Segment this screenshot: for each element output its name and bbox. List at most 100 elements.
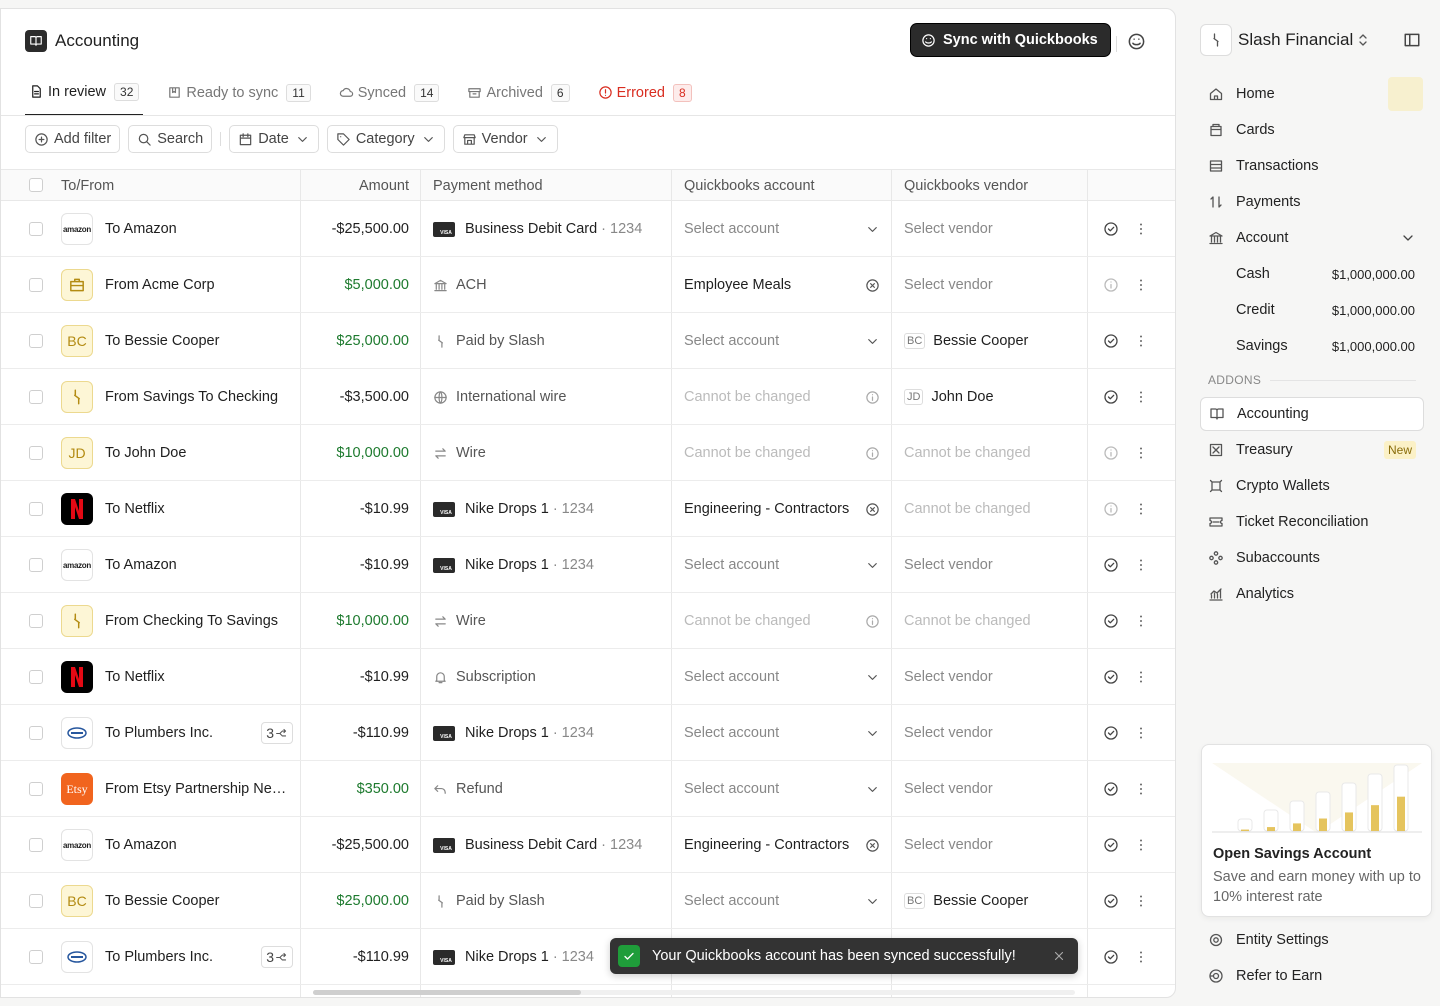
icon — [1103, 445, 1119, 461]
account-select[interactable]: Engineering - Contractors — [684, 481, 880, 537]
filter-button[interactable]: Date — [229, 125, 319, 153]
icon — [275, 951, 288, 964]
payment-method: Nike Drops 1 — [465, 725, 549, 741]
checkbox[interactable] — [29, 614, 43, 628]
nav-item[interactable]: Cards — [1200, 113, 1424, 147]
account-select[interactable]: Select account — [684, 705, 880, 761]
icon[interactable] — [1133, 949, 1149, 965]
amount-cell: -$10.99 — [301, 537, 409, 593]
filter-button[interactable]: Vendor — [452, 125, 558, 153]
vendor-select[interactable]: BC Bessie Cooper — [904, 313, 1087, 369]
vendor-select[interactable]: Select vendor — [904, 201, 1087, 257]
icon[interactable] — [1133, 557, 1149, 573]
icon[interactable] — [1133, 333, 1149, 349]
icon — [865, 446, 880, 461]
avatar — [61, 661, 93, 693]
checkbox[interactable] — [29, 502, 43, 516]
checkbox[interactable] — [29, 278, 43, 292]
amount: -$110.99 — [352, 949, 409, 965]
icon[interactable] — [1133, 221, 1149, 237]
account-select[interactable]: Select account — [684, 873, 880, 929]
icon[interactable] — [1133, 501, 1149, 517]
checkbox[interactable] — [29, 390, 43, 404]
nav-item[interactable]: Treasury New — [1200, 433, 1424, 467]
account-select[interactable]: Select account — [684, 201, 880, 257]
vendor-select[interactable]: Select vendor — [904, 649, 1087, 705]
checkbox[interactable] — [29, 670, 43, 684]
checkbox[interactable] — [29, 894, 43, 908]
account-select[interactable]: Engineering - Contractors — [684, 817, 880, 873]
nav-item[interactable]: Analytics — [1200, 577, 1424, 611]
checkbox[interactable] — [29, 950, 43, 964]
vendor-value: Select vendor — [904, 725, 993, 741]
icon[interactable] — [1133, 389, 1149, 405]
nav-item[interactable]: Transactions — [1200, 149, 1424, 183]
icon[interactable] — [1133, 837, 1149, 853]
icon[interactable] — [1133, 669, 1149, 685]
account-select[interactable]: Select account — [684, 649, 880, 705]
section-label: ADDONS — [1208, 373, 1262, 387]
nav-item[interactable]: Refer to Earn — [1200, 959, 1424, 993]
icon[interactable] — [1133, 277, 1149, 293]
nav-item[interactable]: Account — [1200, 221, 1424, 255]
tab[interactable]: Synced 14 — [335, 69, 444, 116]
vendor-select[interactable]: JD John Doe — [904, 369, 1087, 425]
vendor-select[interactable]: BC Bessie Cooper — [904, 873, 1087, 929]
account-select[interactable]: Employee Meals — [684, 257, 880, 313]
account-select[interactable]: Select account — [684, 761, 880, 817]
filter-button[interactable]: Search — [128, 125, 213, 153]
vendor-select[interactable]: Select vendor — [904, 761, 1087, 817]
nav-item[interactable]: Ticket Reconciliation — [1200, 505, 1424, 539]
vendor-value: Select vendor — [904, 669, 993, 685]
nav-item[interactable]: Accounting — [1200, 397, 1424, 431]
icon — [1208, 86, 1224, 102]
checkbox[interactable] — [29, 838, 43, 852]
promo-card[interactable]: Open Savings Account Save and earn money … — [1201, 744, 1432, 917]
nav-item[interactable]: Home — [1200, 77, 1424, 111]
checkbox[interactable] — [29, 558, 43, 572]
filter-button[interactable]: Add filter — [25, 125, 121, 153]
tab[interactable]: In review 32 — [25, 69, 144, 116]
filter-button[interactable]: Category — [326, 125, 445, 153]
vendor-select[interactable]: Select vendor — [904, 705, 1087, 761]
checkbox[interactable] — [29, 446, 43, 460]
vendor-select: Cannot be changed — [904, 593, 1087, 649]
to-from-cell: From Checking To Savings — [61, 593, 293, 649]
icon — [167, 85, 182, 100]
vendor-select[interactable]: Select vendor — [904, 257, 1087, 313]
nav-item[interactable]: Entity Settings — [1200, 923, 1424, 957]
icon[interactable] — [1133, 445, 1149, 461]
sync-button[interactable]: Sync with Quickbooks — [911, 24, 1110, 56]
tab[interactable]: Ready to sync 11 — [163, 69, 314, 116]
table-row: To Plumbers Inc. 3 -$110.99 VISA Nike Drops … — [1, 705, 1175, 761]
counterparty-name: To Netflix — [105, 669, 165, 685]
checkbox[interactable] — [29, 782, 43, 796]
icon — [865, 558, 880, 573]
icon[interactable] — [1133, 613, 1149, 629]
checkbox[interactable] — [29, 334, 43, 348]
nav-item[interactable]: Payments — [1200, 185, 1424, 219]
icon — [1103, 221, 1119, 237]
checkbox[interactable] — [29, 726, 43, 740]
icon[interactable] — [1133, 781, 1149, 797]
vendor-select[interactable]: Select vendor — [904, 537, 1087, 593]
payment-method: Nike Drops 1 — [465, 949, 549, 965]
vendor-select[interactable]: Select vendor — [904, 817, 1087, 873]
tab[interactable]: Archived 6 — [463, 69, 573, 116]
checkbox[interactable] — [29, 222, 43, 236]
nav-item[interactable]: Subaccounts — [1200, 541, 1424, 575]
checkbox[interactable] — [29, 178, 43, 192]
account-select[interactable]: Select account — [684, 313, 880, 369]
account-value: Select account — [684, 893, 780, 909]
icon[interactable] — [1133, 893, 1149, 909]
nav-item[interactable]: Crypto Wallets — [1200, 469, 1424, 503]
column-header: To/From — [61, 178, 115, 194]
to-from-cell: BC To Bessie Cooper — [61, 313, 293, 369]
visa-icon: VISA — [433, 837, 455, 853]
icon[interactable] — [1133, 725, 1149, 741]
avatar — [61, 941, 93, 973]
to-from-cell: To Netflix — [61, 481, 293, 537]
account-select[interactable]: Select account — [684, 537, 880, 593]
avatar — [61, 381, 93, 413]
tab[interactable]: Errored 8 — [594, 69, 696, 116]
